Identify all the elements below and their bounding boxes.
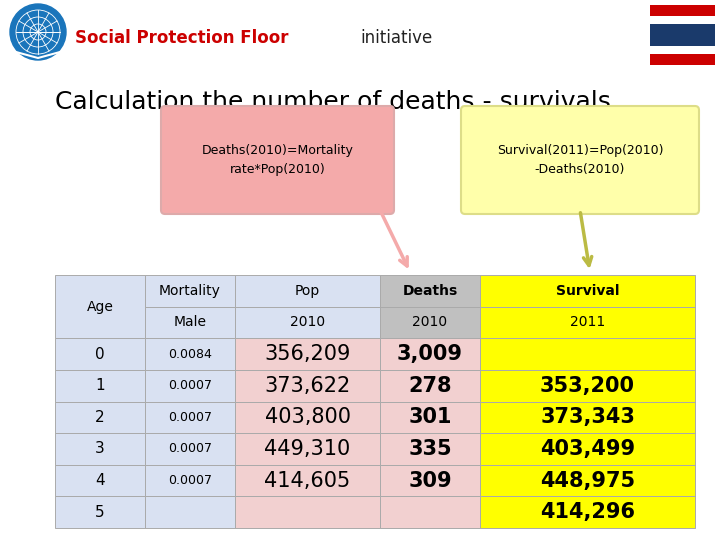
Bar [145, 402, 235, 433]
Bar [480, 402, 695, 433]
Text: 414,296: 414,296 [540, 502, 635, 522]
Text: 0: 0 [95, 347, 105, 362]
Bar [650, 46, 715, 54]
Text: 0.0007: 0.0007 [168, 411, 212, 424]
Text: 5: 5 [95, 505, 105, 519]
Text: 449,310: 449,310 [264, 439, 351, 459]
Bar [145, 496, 235, 528]
Bar [55, 433, 145, 465]
Text: 373,622: 373,622 [264, 376, 351, 396]
Text: 278: 278 [408, 376, 451, 396]
Bar [480, 496, 695, 528]
Text: initiative: initiative [360, 29, 432, 47]
FancyBboxPatch shape [461, 106, 699, 214]
Text: 3: 3 [95, 441, 105, 456]
Text: 373,343: 373,343 [540, 407, 635, 427]
Text: Male: Male [174, 315, 207, 329]
Text: 448,975: 448,975 [540, 470, 635, 490]
Bar [235, 433, 380, 465]
Bar [650, 16, 715, 24]
Bar [55, 370, 145, 402]
Circle shape [10, 4, 66, 60]
Text: 0.0007: 0.0007 [168, 442, 212, 455]
Bar [145, 307, 235, 338]
Bar [480, 433, 695, 465]
Circle shape [12, 6, 64, 58]
Bar [55, 275, 145, 338]
Bar [235, 370, 380, 402]
Bar [480, 338, 695, 370]
Bar [380, 370, 480, 402]
Bar [55, 496, 145, 528]
Bar [380, 402, 480, 433]
Text: 301: 301 [408, 407, 451, 427]
Bar [650, 24, 715, 46]
Text: 0.0007: 0.0007 [168, 474, 212, 487]
Bar [480, 307, 695, 338]
Bar [480, 370, 695, 402]
Text: Calculation the number of deaths - survivals: Calculation the number of deaths - survi… [55, 90, 611, 114]
Text: 2010: 2010 [413, 315, 448, 329]
Bar [380, 338, 480, 370]
Bar [235, 402, 380, 433]
Bar [380, 275, 480, 307]
Text: Age: Age [86, 300, 114, 314]
Bar [480, 465, 695, 496]
Bar [650, 54, 715, 65]
Text: 3,009: 3,009 [397, 344, 463, 364]
Bar [145, 275, 235, 307]
Text: 403,800: 403,800 [264, 407, 351, 427]
Text: 2011: 2011 [570, 315, 605, 329]
Bar [235, 338, 380, 370]
Bar [235, 465, 380, 496]
Bar [235, 496, 380, 528]
Text: 356,209: 356,209 [264, 344, 351, 364]
Bar [145, 338, 235, 370]
Bar [55, 402, 145, 433]
Text: 309: 309 [408, 470, 452, 490]
Text: Survival: Survival [556, 284, 619, 298]
Text: Survival(2011)=Pop(2010)
-Deaths(2010): Survival(2011)=Pop(2010) -Deaths(2010) [497, 144, 663, 176]
Bar [235, 275, 380, 307]
Text: 0.0007: 0.0007 [168, 379, 212, 392]
Text: Mortality: Mortality [159, 284, 221, 298]
Bar [55, 338, 145, 370]
Text: 353,200: 353,200 [540, 376, 635, 396]
Bar [145, 370, 235, 402]
Text: Social Protection Floor: Social Protection Floor [75, 29, 294, 47]
Bar [650, 5, 715, 16]
Text: Deaths: Deaths [402, 284, 458, 298]
Bar [145, 433, 235, 465]
Text: Deaths(2010)=Mortality
rate*Pop(2010): Deaths(2010)=Mortality rate*Pop(2010) [202, 144, 354, 176]
Text: 2: 2 [95, 410, 105, 425]
Bar [380, 465, 480, 496]
Text: 414,605: 414,605 [264, 470, 351, 490]
Text: 1: 1 [95, 378, 105, 393]
Bar [380, 307, 480, 338]
Text: 335: 335 [408, 439, 452, 459]
Text: 4: 4 [95, 473, 105, 488]
Bar [380, 433, 480, 465]
FancyBboxPatch shape [161, 106, 394, 214]
Bar [380, 496, 480, 528]
Text: 2010: 2010 [290, 315, 325, 329]
Bar [235, 307, 380, 338]
Bar [480, 275, 695, 307]
Text: Pop: Pop [295, 284, 320, 298]
Text: 403,499: 403,499 [540, 439, 635, 459]
Text: 0.0084: 0.0084 [168, 348, 212, 361]
Bar [55, 465, 145, 496]
Bar [145, 465, 235, 496]
